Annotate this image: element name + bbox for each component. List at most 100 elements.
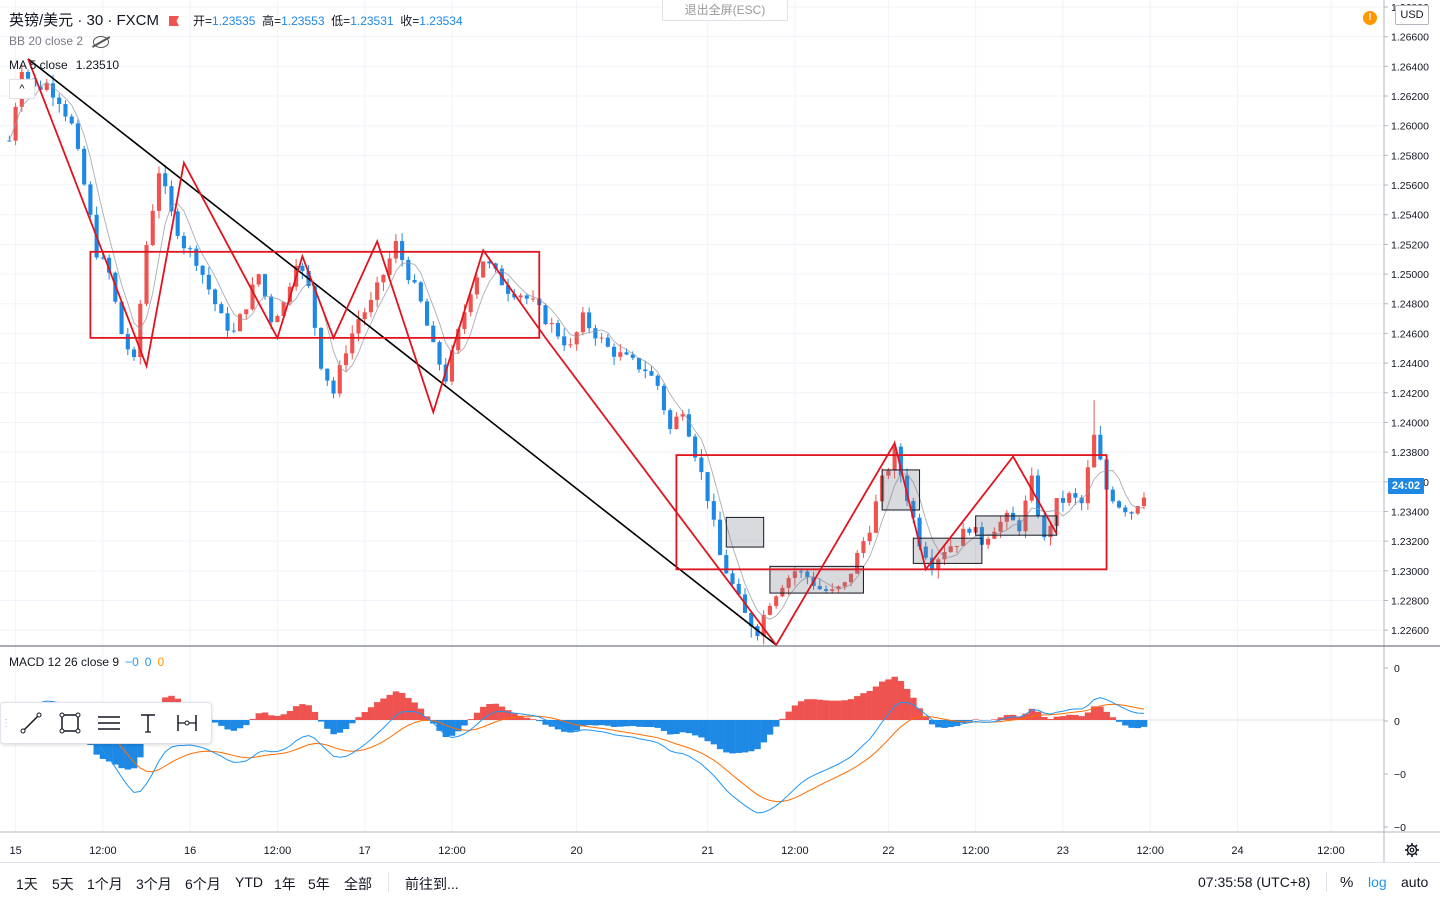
range-5d-button[interactable]: 5天 xyxy=(52,874,74,894)
macd-histogram-bar xyxy=(399,693,405,720)
clock-timezone[interactable]: 07:35:58 (UTC+8) xyxy=(1198,874,1310,890)
macd-histogram-bar xyxy=(268,715,274,720)
macd-histogram-bar xyxy=(212,720,218,723)
macd-histogram-bar xyxy=(524,718,530,720)
text-tool-icon[interactable] xyxy=(128,703,167,743)
price-tick-label: 1.23000 xyxy=(1391,566,1429,578)
candle-body xyxy=(7,141,11,142)
candle-body xyxy=(550,323,554,324)
time-tick-label: 21 xyxy=(701,845,713,857)
macd-histogram-bar xyxy=(910,698,916,720)
macd-histogram-bar xyxy=(792,705,798,720)
price-tick-label: 1.26000 xyxy=(1391,121,1429,133)
macd-histogram-bar xyxy=(810,699,816,720)
exit-fullscreen-button[interactable]: 退出全屏(ESC) xyxy=(662,0,788,21)
macd-histogram-bar xyxy=(779,719,785,720)
macd-histogram-bar xyxy=(1141,720,1147,727)
macd-histogram-bar xyxy=(673,720,679,734)
alert-icon[interactable]: ! xyxy=(1363,11,1377,25)
range-3m-button[interactable]: 3个月 xyxy=(136,874,172,894)
candle-body xyxy=(219,304,223,313)
rectangle-tool-icon[interactable] xyxy=(50,703,89,743)
macd-histogram-bar xyxy=(636,720,642,727)
candle-body xyxy=(525,295,529,298)
macd-histogram-bar xyxy=(374,702,380,720)
candle-body xyxy=(581,312,585,332)
candle-body xyxy=(618,352,622,356)
chart-canvas[interactable]: 1.268001.266001.264001.262001.260001.258… xyxy=(0,0,1440,862)
candle-body xyxy=(475,277,479,294)
macd-histogram-bar xyxy=(368,707,374,720)
range-5y-button[interactable]: 5年 xyxy=(308,874,330,894)
macd-histogram-bar xyxy=(1079,716,1085,720)
macd-histogram-bar xyxy=(879,682,885,720)
candle-body xyxy=(437,342,441,364)
candle-body xyxy=(724,555,728,573)
candle-body xyxy=(350,333,354,353)
candle-body xyxy=(562,336,566,345)
macd-histogram-bar xyxy=(973,719,979,720)
bb-legend[interactable]: BB 20 close 2 xyxy=(9,34,109,48)
percent-scale-toggle[interactable]: % xyxy=(1340,874,1353,891)
bb-label: BB 20 close 2 xyxy=(9,34,83,48)
macd-histogram-bar xyxy=(686,720,692,733)
macd-histogram-bar xyxy=(249,719,255,720)
high-label: 高= xyxy=(262,14,281,28)
candle-body xyxy=(431,326,435,342)
candle-body xyxy=(1086,467,1090,503)
range-all-button[interactable]: 全部 xyxy=(344,874,372,894)
log-scale-toggle[interactable]: log xyxy=(1368,874,1387,890)
candle-body xyxy=(874,501,878,532)
candle-body xyxy=(163,173,167,186)
macd-histogram-bar xyxy=(499,707,505,720)
candle-body xyxy=(151,211,155,245)
candle-body xyxy=(338,365,342,393)
price-tick-label: 1.23400 xyxy=(1391,506,1429,518)
candle-body xyxy=(369,300,373,312)
macd-histogram-bar xyxy=(243,720,249,725)
measure-tool-icon[interactable] xyxy=(167,703,206,743)
collapse-legend-button[interactable]: ^ xyxy=(9,79,35,99)
macd-histogram-bar xyxy=(1097,707,1103,720)
range-1y-button[interactable]: 1年 xyxy=(274,874,296,894)
macd-histogram-bar xyxy=(1047,719,1053,720)
range-1m-button[interactable]: 1个月 xyxy=(87,874,123,894)
flag-icon[interactable] xyxy=(169,16,179,26)
macd-histogram-bar xyxy=(324,720,330,729)
macd-histogram-bar xyxy=(711,720,717,744)
macd-histogram-bar xyxy=(617,720,623,727)
toolbar-grip-handle[interactable]: ⋮ xyxy=(1,703,11,743)
candle-body xyxy=(263,274,267,296)
line-tool-icon[interactable] xyxy=(11,703,50,743)
macd-histogram-bar xyxy=(667,720,673,734)
auto-scale-toggle[interactable]: auto xyxy=(1401,874,1428,890)
divider xyxy=(388,872,389,892)
goto-date-button[interactable]: 前往到... xyxy=(405,874,459,894)
candle-body xyxy=(649,371,653,376)
chevron-up-icon: ^ xyxy=(19,83,24,95)
range-ytd-button[interactable]: YTD xyxy=(235,874,263,890)
macd-histogram-bar xyxy=(729,720,735,753)
macd-histogram-bar xyxy=(655,720,661,728)
macd-histogram-bar xyxy=(623,720,629,726)
macd-histogram-bar xyxy=(767,720,773,735)
macd-histogram-bar xyxy=(443,720,449,737)
range-1d-button[interactable]: 1天 xyxy=(16,874,38,894)
drawing-toolbar[interactable]: ⋮ xyxy=(0,702,212,744)
time-tick-label: 20 xyxy=(571,845,583,857)
macd-histogram-bar xyxy=(991,719,997,720)
low-label: 低= xyxy=(331,14,350,28)
price-tick-label: 1.26200 xyxy=(1391,91,1429,103)
gray-box xyxy=(976,516,1057,535)
candle-body xyxy=(413,280,417,282)
currency-selector[interactable]: USD xyxy=(1395,5,1429,25)
range-6m-button[interactable]: 6个月 xyxy=(185,874,221,894)
macd-histogram-bar xyxy=(798,701,804,720)
hidden-eye-icon[interactable] xyxy=(93,36,109,48)
macd-tick-label: 0 xyxy=(1394,663,1400,675)
settings-gear-icon[interactable] xyxy=(1404,842,1420,858)
fib-tool-icon[interactable] xyxy=(89,703,128,743)
